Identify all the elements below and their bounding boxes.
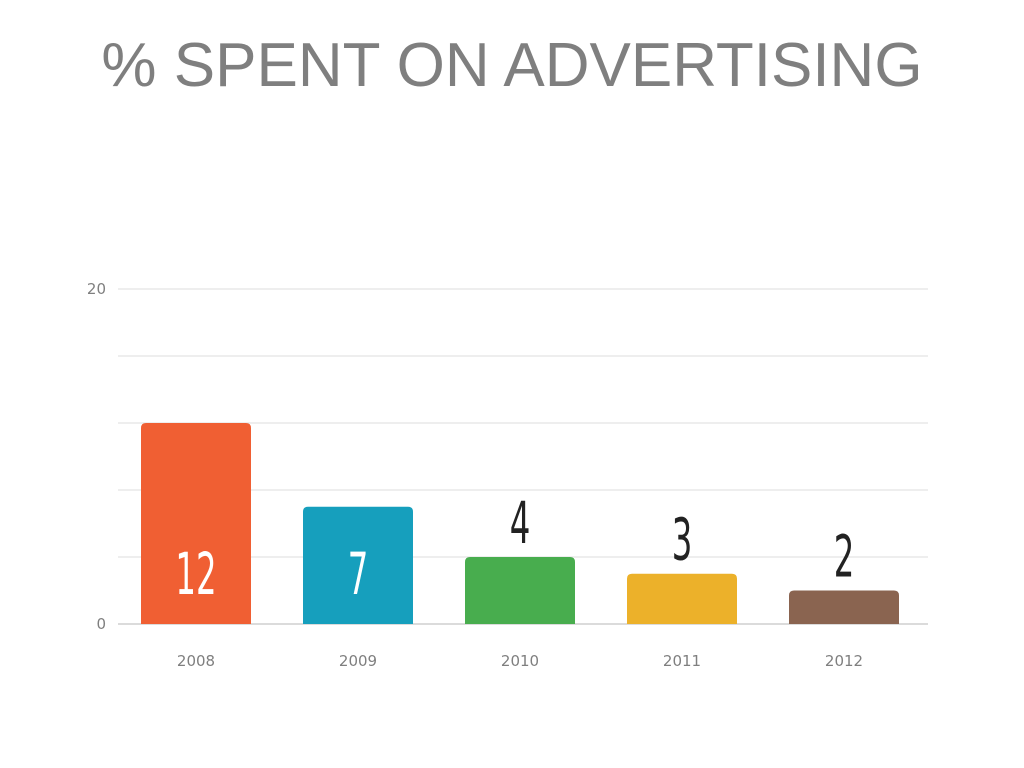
bar-2012 bbox=[789, 590, 899, 624]
data-label-2010: 4 bbox=[510, 490, 531, 557]
data-label-2009: 7 bbox=[348, 541, 369, 608]
chart-title: % SPENT ON ADVERTISING bbox=[101, 31, 923, 100]
data-label-2011: 3 bbox=[672, 507, 693, 574]
bar-2011 bbox=[627, 573, 737, 624]
data-label-2008: 12 bbox=[175, 541, 216, 608]
y-tick-label: 20 bbox=[87, 280, 106, 298]
x-tick-label-2008: 2008 bbox=[177, 652, 215, 670]
bar-2008 bbox=[141, 423, 251, 624]
y-tick-label: 0 bbox=[96, 615, 106, 633]
x-tick-label-2012: 2012 bbox=[825, 652, 863, 670]
data-label-2012: 2 bbox=[834, 524, 855, 591]
x-tick-label-2010: 2010 bbox=[501, 652, 539, 670]
bar-2009 bbox=[303, 506, 413, 624]
bar-2010 bbox=[465, 557, 575, 624]
x-tick-label-2011: 2011 bbox=[663, 652, 701, 670]
x-tick-label-2009: 2009 bbox=[339, 652, 377, 670]
